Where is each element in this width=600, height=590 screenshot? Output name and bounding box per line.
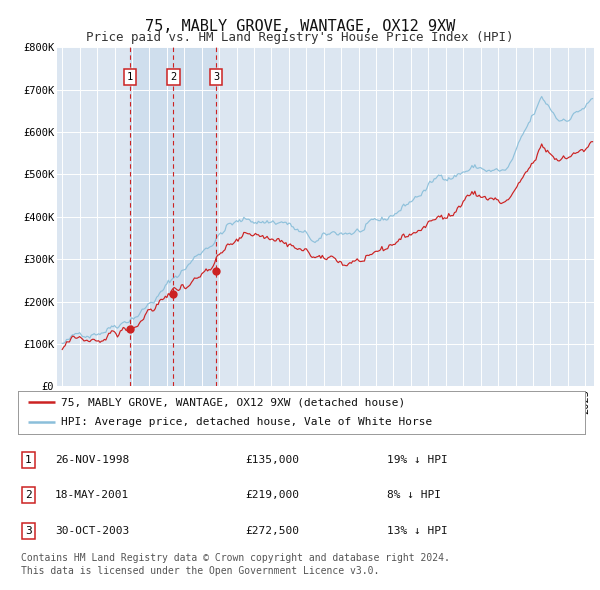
- Text: 18-MAY-2001: 18-MAY-2001: [55, 490, 129, 500]
- Point: [211, 266, 221, 276]
- Text: 8% ↓ HPI: 8% ↓ HPI: [386, 490, 440, 500]
- Text: 75, MABLY GROVE, WANTAGE, OX12 9XW (detached house): 75, MABLY GROVE, WANTAGE, OX12 9XW (deta…: [61, 397, 405, 407]
- Text: 3: 3: [213, 72, 220, 82]
- Text: 1: 1: [25, 455, 32, 465]
- Text: This data is licensed under the Open Government Licence v3.0.: This data is licensed under the Open Gov…: [21, 566, 379, 576]
- Text: 2: 2: [25, 490, 32, 500]
- Point: [125, 324, 135, 334]
- Text: 30-OCT-2003: 30-OCT-2003: [55, 526, 129, 536]
- Text: £272,500: £272,500: [245, 526, 299, 536]
- Text: Contains HM Land Registry data © Crown copyright and database right 2024.: Contains HM Land Registry data © Crown c…: [21, 553, 450, 563]
- Text: HPI: Average price, detached house, Vale of White Horse: HPI: Average price, detached house, Vale…: [61, 417, 432, 427]
- Text: 13% ↓ HPI: 13% ↓ HPI: [386, 526, 448, 536]
- Text: £135,000: £135,000: [245, 455, 299, 465]
- Text: 2: 2: [170, 72, 176, 82]
- Text: 3: 3: [25, 526, 32, 536]
- Text: Price paid vs. HM Land Registry's House Price Index (HPI): Price paid vs. HM Land Registry's House …: [86, 31, 514, 44]
- Text: 19% ↓ HPI: 19% ↓ HPI: [386, 455, 448, 465]
- Text: £219,000: £219,000: [245, 490, 299, 500]
- Bar: [130, 47, 216, 386]
- Text: 75, MABLY GROVE, WANTAGE, OX12 9XW: 75, MABLY GROVE, WANTAGE, OX12 9XW: [145, 19, 455, 34]
- Point: [169, 289, 178, 299]
- Text: 26-NOV-1998: 26-NOV-1998: [55, 455, 129, 465]
- Text: 1: 1: [127, 72, 133, 82]
